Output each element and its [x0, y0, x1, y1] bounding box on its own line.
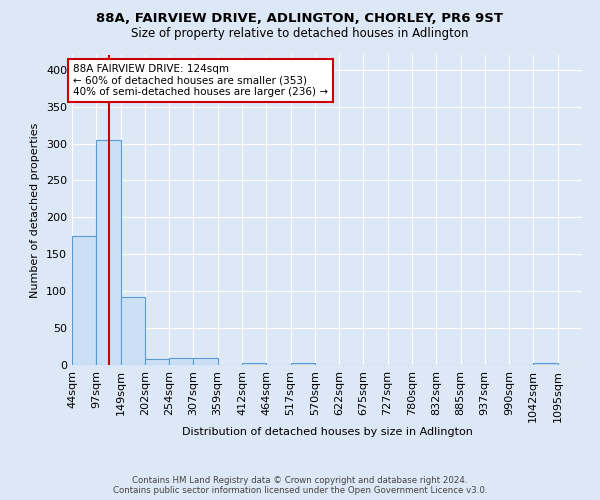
Bar	[169, 358, 193, 365]
Bar	[533, 363, 557, 365]
Text: 88A, FAIRVIEW DRIVE, ADLINGTON, CHORLEY, PR6 9ST: 88A, FAIRVIEW DRIVE, ADLINGTON, CHORLEY,…	[97, 12, 503, 26]
Text: 88A FAIRVIEW DRIVE: 124sqm
← 60% of detached houses are smaller (353)
40% of sem: 88A FAIRVIEW DRIVE: 124sqm ← 60% of deta…	[73, 64, 328, 97]
Y-axis label: Number of detached properties: Number of detached properties	[31, 122, 40, 298]
Bar	[242, 363, 266, 365]
X-axis label: Distribution of detached houses by size in Adlington: Distribution of detached houses by size …	[182, 428, 472, 438]
Bar	[290, 363, 315, 365]
Bar	[121, 297, 145, 365]
Text: Contains HM Land Registry data © Crown copyright and database right 2024.
Contai: Contains HM Land Registry data © Crown c…	[113, 476, 487, 495]
Bar	[193, 358, 218, 365]
Bar	[145, 359, 169, 365]
Bar	[97, 140, 121, 365]
Text: Size of property relative to detached houses in Adlington: Size of property relative to detached ho…	[131, 28, 469, 40]
Bar	[72, 236, 97, 365]
